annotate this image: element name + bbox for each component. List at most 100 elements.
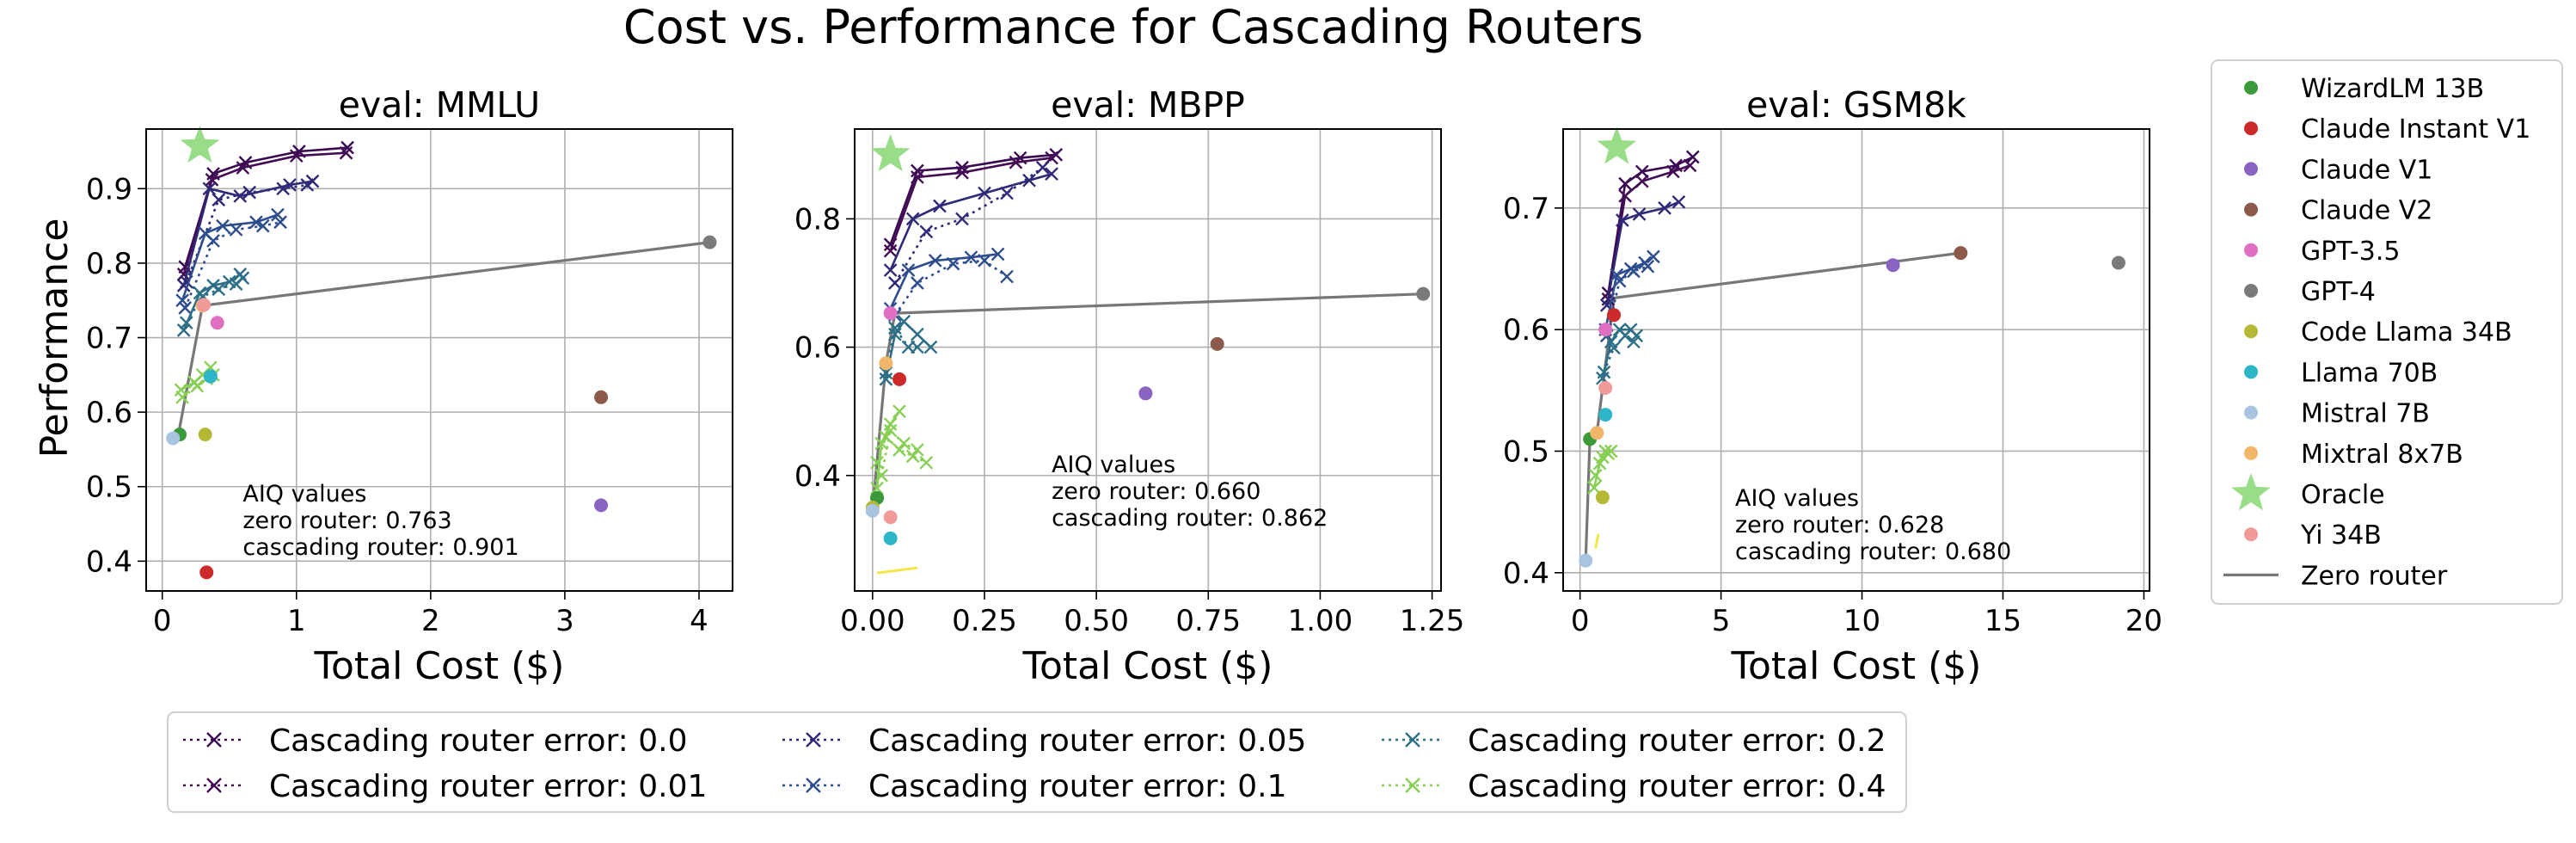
model-point-claude-v1 — [1886, 258, 1900, 273]
cascade-point-err-0-01 — [339, 145, 353, 160]
panel-title: eval: GSM8k — [1746, 84, 1966, 126]
cascade-point-err-0-2 — [179, 316, 193, 330]
x-axis-label: Total Cost ($) — [1022, 644, 1273, 688]
cascade-point-err-0 — [1618, 176, 1632, 191]
bottom-legend-entry-err-0-05: Cascading router error: 0.05 — [782, 723, 1306, 759]
bottom-legend-box — [167, 711, 1907, 813]
model-point-mistral-7b — [865, 503, 880, 518]
model-point-llama-70b — [203, 369, 218, 384]
cascade-point-err-0-1 — [273, 215, 287, 230]
cascade-line-err-0-05 — [893, 166, 1044, 284]
cascade-point-err-0-05 — [1022, 173, 1036, 188]
legend-marker-dot — [2244, 202, 2258, 217]
legend-label: Mixtral 8x7B — [2301, 440, 2463, 470]
x-tick-label: 10 — [1843, 604, 1880, 638]
cascade-point-err-0-05 — [919, 225, 934, 239]
x-tick-label: 2 — [421, 604, 440, 638]
cascade-point-err-0-2 — [911, 340, 924, 354]
zero-router-line — [172, 241, 710, 440]
y-axis-label: Performance — [33, 218, 77, 458]
x-tick-label: 0.25 — [952, 604, 1017, 638]
x-axis-label: Total Cost ($) — [314, 644, 565, 688]
cascade-point-err-0-01 — [205, 173, 219, 187]
aiq-annotation-line: AIQ values — [1735, 485, 1859, 512]
cascade-point-err-0-05 — [276, 182, 291, 196]
cascade-point-err-0-2 — [1597, 365, 1611, 379]
cascade-point-err-0-1 — [1641, 259, 1655, 274]
aiq-annotation-line: AIQ values — [1052, 452, 1175, 478]
cascade-point-err-0-1 — [175, 293, 189, 308]
aiq-annotation-line: cascading router: 0.680 — [1735, 538, 2011, 565]
legend-marker-dot — [2244, 243, 2258, 257]
bottom-legend-label: Cascading router error: 0.01 — [269, 769, 707, 804]
cascade-point-err-0-4 — [892, 404, 906, 419]
cascade-point-err-0-2 — [923, 340, 938, 354]
oracle-star — [180, 125, 220, 163]
panel-eval-mbpp: 0.00 0.25 0.50 0.75 1.00 1.25 0.4 0.6 0.8 AIQ val… — [794, 84, 1465, 688]
cascade-line-err-0-4 — [181, 373, 214, 398]
legend-marker-dot — [2244, 527, 2258, 542]
legend-label: Code Llama 34B — [2301, 317, 2512, 348]
aiq-annotation: AIQ values zero router: 0.660 cascading ro… — [1052, 452, 1328, 532]
legend-box — [2211, 59, 2563, 605]
cascade-line-err-0-01 — [182, 151, 347, 275]
legend-marker-dot — [2244, 162, 2258, 176]
cascade-point-err-0-05 — [1632, 207, 1647, 221]
cascade-point-err-0-2 — [888, 321, 902, 335]
cascade-point-err-0-05 — [233, 189, 248, 203]
bottom-legend-x-marker — [806, 732, 821, 748]
legend-entry-claude-v1: Claude V1 — [2244, 155, 2432, 185]
x-tick-label: 3 — [555, 604, 574, 638]
cascade-point-err-0 — [340, 140, 354, 155]
model-point-gpt-3-5 — [883, 306, 898, 321]
aiq-annotation: AIQ values zero router: 0.763 cascading ro… — [242, 481, 518, 561]
cascade-point-err-0-4 — [175, 390, 189, 404]
model-point-claude-v2 — [1953, 246, 1968, 261]
bottom-legend-label: Cascading router error: 0.05 — [868, 723, 1306, 759]
legend-entry-mixtral-8x7b: Mixtral 8x7B — [2244, 440, 2463, 470]
bottom-legend-entry-err-0-01: Cascading router error: 0.01 — [183, 769, 707, 804]
model-point-claude-instant-v1 — [892, 372, 907, 386]
cascade-line-err-0-01 — [889, 157, 1052, 252]
cascade-point-err-0-2 — [879, 372, 893, 386]
x-tick-label: 0.50 — [1064, 604, 1129, 638]
cascade-line-err-0-05 — [889, 172, 1052, 271]
aiq-annotation-line: zero router: 0.763 — [242, 508, 451, 534]
cascade-point-err-0-4 — [1588, 468, 1603, 483]
cascade-point-err-0-4 — [190, 378, 205, 393]
model-point-yi-34b — [883, 510, 898, 525]
model-point-yi-34b — [197, 298, 212, 312]
cascade-point-err-0-05 — [212, 193, 226, 207]
bottom-legend-x-marker — [1405, 732, 1420, 748]
cascade-point-err-0-05 — [283, 178, 297, 192]
cascade-point-err-0 — [1685, 150, 1700, 164]
stray-line — [1594, 533, 1600, 549]
cascade-point-err-0-1 — [1612, 274, 1627, 288]
x-tick-label: 1.00 — [1288, 604, 1353, 638]
cascade-point-err-0-4 — [870, 481, 884, 495]
aiq-annotation-line: cascading router: 0.901 — [242, 534, 518, 561]
router-error-legend: Cascading router error: 0.0 Cascading rou… — [167, 711, 1907, 813]
bottom-legend-entry-err-0: Cascading router error: 0.0 — [183, 723, 687, 759]
cascade-point-err-0-2 — [1618, 329, 1632, 343]
cascade-point-err-0-05 — [300, 178, 315, 192]
cascade-point-err-0-4 — [905, 449, 920, 464]
legend-label: Yi 34B — [2300, 520, 2382, 551]
cascade-point-err-0-01 — [289, 149, 304, 163]
cascade-point-err-0-4 — [897, 436, 911, 451]
model-point-mixtral-8x7b — [1590, 426, 1604, 440]
cascade-point-err-0-01 — [1666, 164, 1680, 179]
model-legend: WizardLM 13B Claude Instant V1 Claude V1 Cl… — [2211, 59, 2563, 605]
model-point-mistral-7b — [166, 431, 181, 446]
model-point-code-llama-34b — [198, 428, 212, 442]
aiq-annotation-line: zero router: 0.660 — [1052, 478, 1260, 505]
y-tick-label: 0.4 — [1503, 557, 1549, 591]
cascade-point-err-0-05 — [202, 182, 217, 196]
cascade-point-err-0-4 — [874, 436, 889, 451]
cascade-point-err-0-05 — [1035, 160, 1050, 175]
model-point-gpt-3-5 — [210, 316, 224, 330]
bottom-legend-entry-err-0-4: Cascading router error: 0.4 — [1382, 769, 1886, 804]
legend-entry-yi-34b: Yi 34B — [2244, 520, 2382, 551]
cascade-point-err-0-1 — [249, 215, 263, 230]
